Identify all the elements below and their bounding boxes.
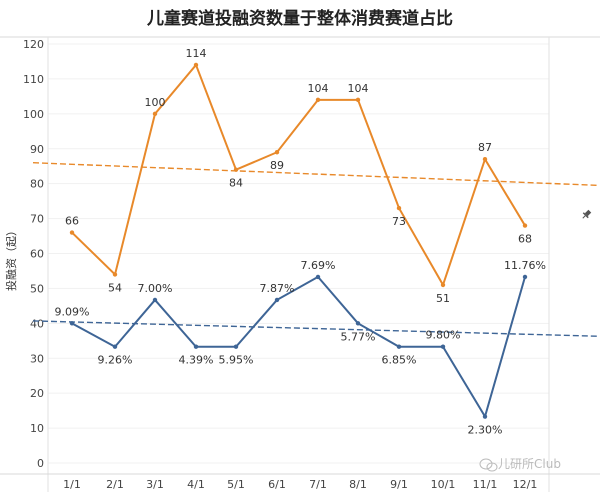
data-point xyxy=(152,111,158,117)
series-group: 66 54 100 114 84 89 104 104 73 51 87 68 9.09% 9.26% 7.… xyxy=(32,47,600,437)
data-label: 89 xyxy=(270,159,284,172)
x-axis-ticks: 1/1 2/1 3/1 4/1 5/1 6/1 7/1 8/1 9/1 10/1 11/1 12/1 xyxy=(63,478,537,491)
series-line xyxy=(71,275,526,420)
data-label: 9.80% xyxy=(426,329,461,342)
data-point xyxy=(482,414,488,419)
grid xyxy=(48,43,549,464)
x-tick-label: 10/1 xyxy=(431,478,456,491)
data-label: 4.39% xyxy=(179,354,214,367)
pin-icon[interactable] xyxy=(580,209,592,221)
data-point xyxy=(522,223,528,228)
data-label: 100 xyxy=(145,96,166,109)
y-tick-label: 40 xyxy=(30,317,44,330)
series-line xyxy=(71,63,526,288)
y-tick-label: 0 xyxy=(37,457,44,470)
y-tick-label: 20 xyxy=(30,387,44,400)
data-label: 87 xyxy=(478,141,492,154)
x-tick-label: 12/1 xyxy=(513,478,538,491)
data-label: 11.76% xyxy=(504,259,546,272)
data-point xyxy=(233,344,239,349)
data-point xyxy=(69,230,75,235)
data-point xyxy=(355,97,361,103)
data-point xyxy=(152,297,158,303)
y-tick-label: 90 xyxy=(30,143,44,156)
x-tick-label: 2/1 xyxy=(106,478,124,491)
data-label: 54 xyxy=(108,281,122,294)
y-axis-label: 投融资（起） xyxy=(4,225,18,291)
data-label: 66 xyxy=(65,215,79,228)
data-label: 2.30% xyxy=(468,424,503,437)
data-label: 51 xyxy=(436,292,450,305)
x-tick-label: 6/1 xyxy=(268,478,286,491)
data-point xyxy=(396,344,402,349)
y-tick-label: 100 xyxy=(23,108,44,121)
data-point xyxy=(355,321,361,326)
data-point xyxy=(274,150,280,155)
wechat-icon xyxy=(479,458,498,472)
chart-title: 儿童赛道投融资数量于整体消费赛道占比 xyxy=(146,8,453,29)
data-label: 73 xyxy=(392,215,406,228)
x-tick-label: 9/1 xyxy=(390,478,408,491)
data-point xyxy=(482,157,488,162)
data-label: 9.26% xyxy=(98,354,133,367)
y-tick-label: 50 xyxy=(30,282,44,295)
data-point xyxy=(233,167,239,172)
x-tick-label: 7/1 xyxy=(309,478,327,491)
data-point xyxy=(69,321,75,326)
data-point xyxy=(112,272,118,277)
x-tick-label: 1/1 xyxy=(63,478,81,491)
data-point xyxy=(274,297,280,303)
data-label: 104 xyxy=(348,82,369,95)
data-point xyxy=(396,205,402,211)
x-tick-label: 8/1 xyxy=(349,478,367,491)
x-tick-label: 11/1 xyxy=(473,478,498,491)
data-point xyxy=(193,62,199,68)
data-label: 68 xyxy=(518,233,532,246)
data-label: 6.85% xyxy=(382,354,417,367)
y-tick-label: 80 xyxy=(30,178,44,191)
data-label: 7.87% xyxy=(260,282,295,295)
data-label: 84 xyxy=(229,177,243,190)
data-label: 7.00% xyxy=(138,282,173,295)
data-label: 5.95% xyxy=(219,354,254,367)
trend-line xyxy=(32,320,600,337)
data-label: 7.69% xyxy=(301,259,336,272)
y-axis-ticks: 0 10 20 30 40 50 60 70 80 90 100 110 120 xyxy=(23,38,44,470)
data-point xyxy=(112,344,118,349)
trend-line xyxy=(32,162,600,187)
data-label: 114 xyxy=(186,47,207,60)
series-1: 9.09% 9.26% 7.00% 4.39% 5.95% 7.87% 7.69% 5.77%… xyxy=(32,259,600,437)
x-tick-label: 4/1 xyxy=(187,478,205,491)
series-0: 66 54 100 114 84 89 104 104 73 51 87 68 xyxy=(32,47,600,305)
y-tick-label: 30 xyxy=(30,352,44,365)
x-tick-label: 3/1 xyxy=(146,478,164,491)
data-point xyxy=(440,282,446,288)
y-tick-label: 110 xyxy=(23,73,44,86)
watermark: 儿研所Club xyxy=(498,457,561,471)
y-tick-label: 120 xyxy=(23,38,44,51)
y-tick-label: 60 xyxy=(30,248,44,261)
data-point xyxy=(315,274,321,280)
data-point xyxy=(193,344,199,349)
data-label: 5.77% xyxy=(341,330,376,343)
data-label: 104 xyxy=(308,82,329,95)
data-point xyxy=(522,274,528,280)
data-label: 9.09% xyxy=(55,305,90,318)
y-tick-label: 10 xyxy=(30,422,44,435)
x-tick-label: 5/1 xyxy=(227,478,245,491)
data-point xyxy=(440,344,446,349)
data-point xyxy=(315,97,321,103)
y-tick-label: 70 xyxy=(30,213,44,226)
